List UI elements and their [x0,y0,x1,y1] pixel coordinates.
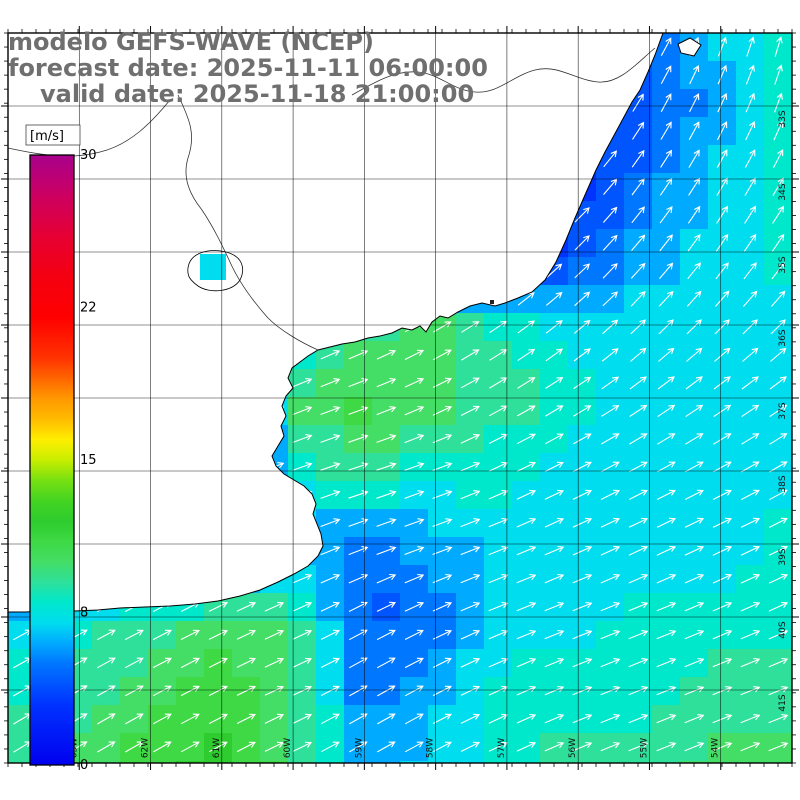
svg-text:55W: 55W [639,738,649,758]
svg-text:40S: 40S [778,621,788,638]
svg-text:56W: 56W [568,738,578,758]
svg-text:37S: 37S [778,402,788,419]
svg-text:57W: 57W [497,738,507,758]
colorbar: 30 22 15 8 0 [m/s] [25,124,97,773]
svg-text:54W: 54W [711,738,721,758]
svg-text:0: 0 [80,758,88,773]
svg-text:60W: 60W [283,738,293,758]
svg-text:34S: 34S [778,183,788,200]
map-frame-ticks [1,26,799,770]
svg-text:15: 15 [80,453,97,468]
svg-text:61W: 61W [212,738,222,758]
colorbar-unit-label: [m/s] [30,129,64,144]
svg-text:8: 8 [80,606,88,621]
svg-text:58W: 58W [426,738,436,758]
svg-text:41S: 41S [778,694,788,711]
axis-labels: 63W62W61W60W59W58W57W56W55W54W33S34S35S3… [69,110,788,758]
svg-text:33S: 33S [778,110,788,127]
svg-text:38S: 38S [778,475,788,492]
svg-text:62W: 62W [141,738,151,758]
forecast-date-label: forecast date: 2025-11-11 06:00:00 [8,54,488,82]
svg-text:59W: 59W [354,738,364,758]
svg-text:39S: 39S [778,548,788,565]
land-mask [7,32,702,613]
model-title: modelo GEFS-WAVE (NCEP) [8,28,374,56]
valid-date-label: valid date: 2025-11-18 21:00:00 [40,80,475,108]
svg-text:30: 30 [80,148,97,163]
svg-text:22: 22 [80,301,97,316]
svg-text:36S: 36S [778,329,788,346]
wave-direction-arrows [12,36,789,753]
svg-text:35S: 35S [778,256,788,273]
latlon-grid [8,33,792,763]
